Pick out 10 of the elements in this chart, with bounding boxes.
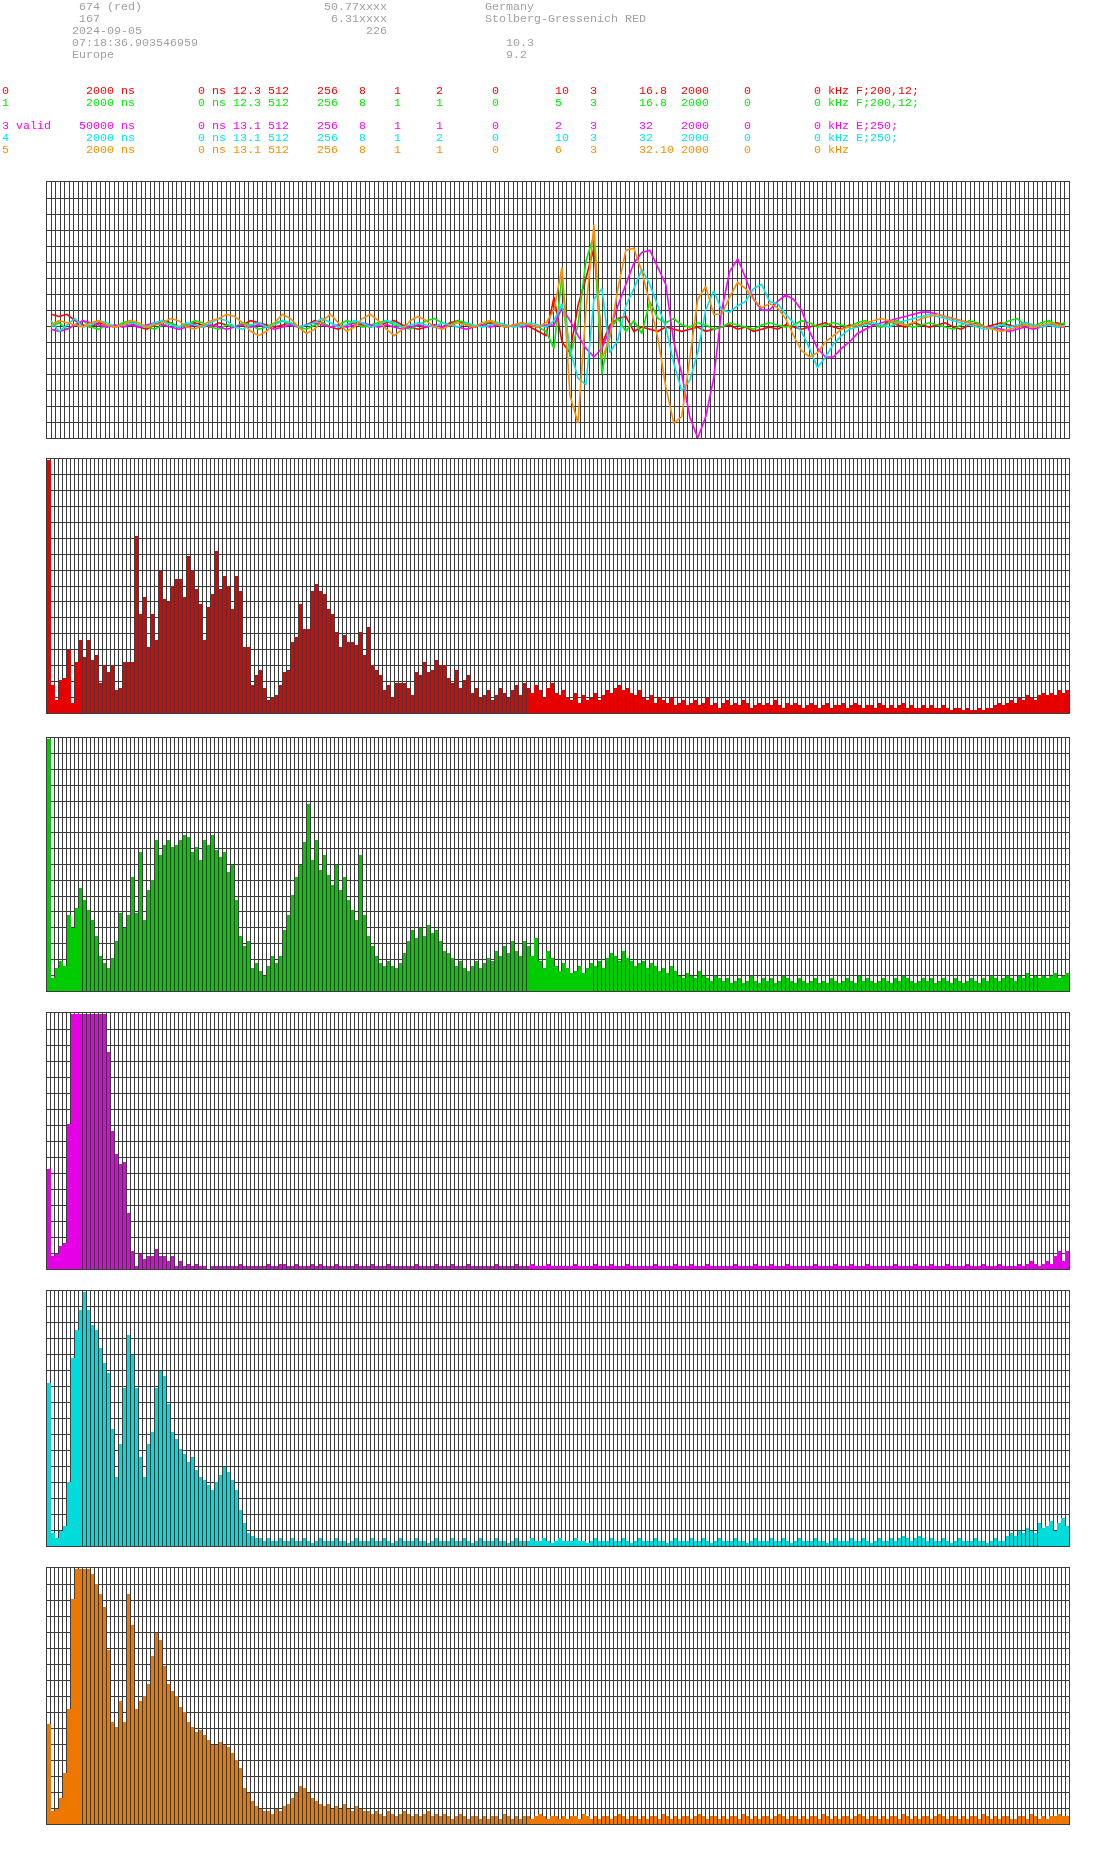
text: 1 2000 ns 0 ns 12.3 512 256 8 1 1 0 5 3 16.8 2000 0 0 kHz F;200,12; xyxy=(2,96,919,110)
text: Europe 9.2 xyxy=(72,48,527,62)
text: 167 6.31xxxx Stolberg-Gressenich RED xyxy=(79,12,646,26)
text: 4 2000 ns 0 ns 13.1 512 256 8 1 2 0 10 3 32 2000 0 0 kHz E;250; xyxy=(2,131,898,145)
text: 07:18:36.903546959 10.3 xyxy=(72,36,534,50)
text: 0 2000 ns 0 ns 12.3 512 256 8 1 2 0 10 3 16.8 2000 0 0 kHz F;200,12; xyxy=(2,84,919,98)
text: 674 (red) 50.77xxxx Germany xyxy=(79,0,534,14)
text: 5 2000 ns 0 ns 13.1 512 256 8 1 1 0 6 3 32.10 2000 0 0 kHz xyxy=(2,143,849,157)
text: 3 valid 50000 ns 0 ns 13.1 512 256 8 1 1 0 2 3 32 2000 0 0 kHz E;250; xyxy=(2,119,898,133)
text: 2024-09-05 226 xyxy=(72,24,387,38)
